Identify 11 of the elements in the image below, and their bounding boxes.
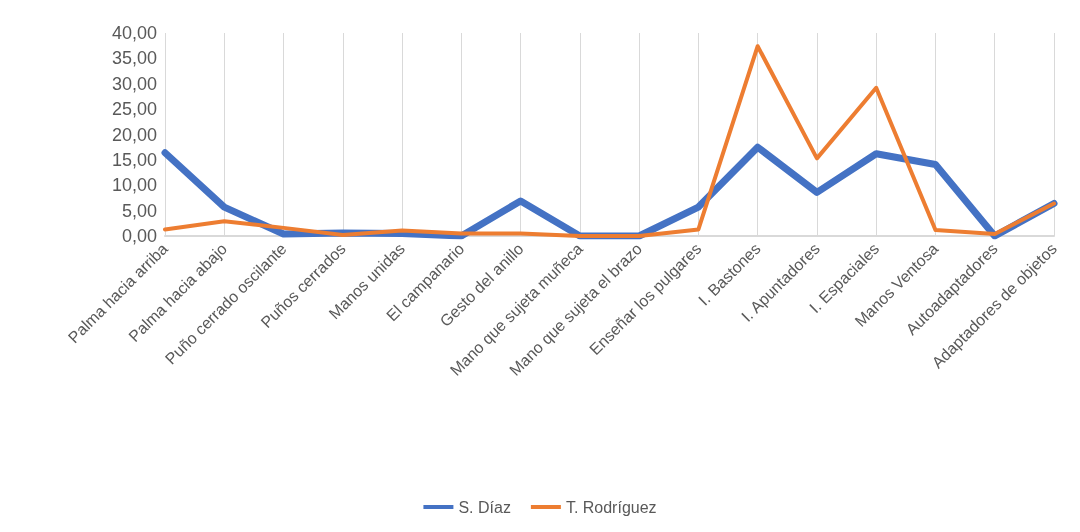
legend-label: T. Rodríguez: [565, 498, 657, 516]
y-tick-label: 10,00: [111, 175, 157, 196]
y-tick-label: 35,00: [111, 48, 157, 69]
y-tick-label: 25,00: [111, 99, 157, 120]
y-tick-label: 20,00: [111, 124, 157, 145]
y-tick-label: 15,00: [111, 149, 157, 170]
y-tick-label: 30,00: [111, 73, 157, 94]
y-tick-label: 40,00: [111, 23, 157, 43]
y-tick-label: 5,00: [121, 200, 157, 221]
legend-label: S. Díaz: [458, 498, 511, 516]
y-tick-label: 0,00: [121, 226, 157, 246]
